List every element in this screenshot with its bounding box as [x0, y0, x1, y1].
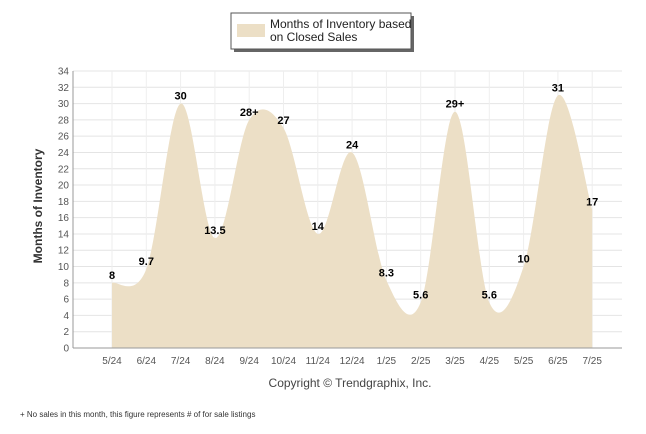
data-label: 14 [312, 221, 325, 233]
legend-label-line1: Months of Inventory based [270, 17, 411, 31]
legend-label-line2: on Closed Sales [270, 30, 357, 44]
x-tick-label: 6/24 [137, 356, 157, 367]
x-tick-label: 7/25 [582, 356, 602, 367]
copyright-text: Copyright © Trendgraphix, Inc. [269, 376, 432, 390]
data-label: 8 [109, 270, 115, 282]
data-labels: 8 9.7 30 13.5 28+ 27 14 24 8.3 5.6 29+ 5.6 10 31 17 [109, 82, 598, 301]
data-label: 17 [586, 197, 598, 209]
x-tick-label: 7/24 [171, 356, 191, 367]
series-area [112, 94, 593, 349]
y-tick-label: 20 [58, 181, 70, 192]
data-label: 13.5 [204, 225, 225, 237]
y-tick-label: 0 [63, 344, 69, 355]
y-tick-label: 2 [63, 327, 69, 338]
x-tick-label: 9/24 [239, 356, 259, 367]
y-tick-label: 4 [63, 311, 69, 322]
y-axis-label: Months of Inventory [31, 148, 45, 263]
data-label: 8.3 [379, 267, 394, 279]
x-tick-label: 4/25 [480, 356, 500, 367]
y-tick-label: 16 [58, 213, 70, 224]
x-tick-label: 2/25 [411, 356, 431, 367]
x-tick-label: 12/24 [340, 356, 365, 367]
footnote-text: + No sales in this month, this figure re… [20, 410, 255, 419]
data-label: 9.7 [139, 256, 154, 268]
x-tick-label: 1/25 [377, 356, 397, 367]
x-tick-labels: 5/24 6/24 7/24 8/24 9/24 10/24 11/24 12/24 1/25 2… [102, 356, 602, 367]
data-label: 30 [174, 91, 186, 103]
data-label: 28+ [240, 107, 259, 119]
legend: Months of Inventory based on Closed Sale… [230, 12, 414, 52]
data-label: 29+ [446, 99, 465, 111]
y-tick-label: 6 [63, 295, 69, 306]
y-tick-label: 30 [58, 99, 70, 110]
y-tick-label: 28 [58, 115, 70, 126]
area-layer [112, 94, 593, 349]
y-tick-label: 32 [58, 83, 70, 94]
y-tick-label: 14 [58, 229, 70, 240]
data-label: 10 [517, 254, 529, 266]
legend-swatch [237, 24, 265, 37]
x-tick-label: 5/24 [102, 356, 122, 367]
x-tick-label: 11/24 [306, 356, 331, 367]
data-label: 5.6 [413, 289, 428, 301]
y-tick-label: 24 [58, 148, 70, 159]
data-label: 31 [552, 82, 564, 94]
y-tick-label: 10 [58, 262, 70, 273]
y-tick-label: 12 [58, 246, 70, 257]
data-label: 24 [346, 139, 359, 151]
x-tick-label: 10/24 [271, 356, 296, 367]
x-tick-label: 3/25 [445, 356, 465, 367]
y-tick-label: 26 [58, 132, 70, 143]
x-tick-label: 8/24 [205, 356, 225, 367]
data-label: 27 [277, 115, 289, 127]
y-tick-label: 22 [58, 164, 70, 175]
data-label: 5.6 [482, 289, 497, 301]
x-tick-label: 6/25 [548, 356, 568, 367]
x-tick-label: 5/25 [514, 356, 534, 367]
y-tick-label: 8 [63, 278, 69, 289]
axes [72, 71, 622, 349]
y-tick-label: 34 [58, 67, 70, 78]
y-tick-label: 18 [58, 197, 70, 208]
